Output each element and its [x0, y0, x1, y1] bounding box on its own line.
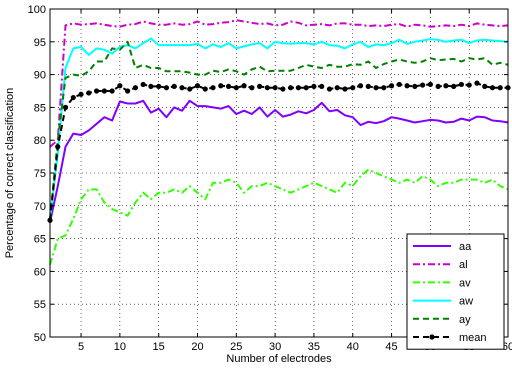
x-tick-label: 15	[153, 341, 165, 353]
x-tick-label: 45	[385, 341, 397, 353]
point-mean	[70, 94, 76, 101]
point-mean	[396, 81, 402, 88]
y-tick-label: 55	[34, 299, 46, 311]
point-mean	[202, 86, 208, 92]
legend-label-al: al	[459, 259, 468, 271]
point-mean	[93, 88, 100, 94]
point-mean	[194, 83, 201, 89]
x-tick-label: 35	[308, 341, 320, 353]
point-mean	[280, 86, 286, 92]
point-mean	[489, 85, 496, 91]
point-mean	[334, 85, 340, 91]
legend: aa al av aw ay mean	[406, 233, 505, 350]
point-mean	[412, 83, 418, 90]
legend-label-aw: aw	[459, 296, 473, 308]
y-tick-label: 65	[34, 234, 46, 246]
point-mean	[404, 83, 410, 89]
y-tick-label: 50	[34, 332, 46, 344]
point-mean	[117, 83, 123, 89]
point-mean	[140, 81, 146, 88]
point-mean	[427, 81, 433, 88]
point-mean	[125, 88, 131, 94]
point-mean	[171, 83, 177, 90]
legend-box	[406, 233, 505, 350]
y-tick-label: 100	[28, 4, 46, 16]
point-mean	[365, 83, 371, 90]
point-mean	[326, 86, 333, 92]
point-mean	[388, 83, 395, 89]
point-mean	[443, 83, 449, 89]
x-tick-label: 20	[191, 341, 203, 353]
point-mean	[303, 85, 309, 91]
point-mean	[62, 104, 69, 110]
series-line-aa	[49, 99, 509, 223]
y-tick-label: 80	[34, 135, 46, 147]
point-mean	[497, 85, 503, 91]
point-mean	[357, 83, 364, 89]
point-mean	[420, 82, 426, 88]
legend-label-ay: ay	[459, 314, 471, 326]
y-tick-label: 85	[34, 102, 46, 114]
legend-label-aa: aa	[459, 241, 472, 253]
point-mean	[148, 83, 154, 90]
y-tick-label: 95	[34, 37, 46, 49]
point-mean	[109, 88, 115, 94]
y-axis-label: Percentage of correct classification	[4, 88, 16, 259]
point-mean	[132, 85, 138, 91]
point-mean	[482, 83, 488, 90]
series-line-al	[49, 19, 509, 148]
legend-marker-mean	[429, 334, 435, 340]
point-mean	[435, 83, 441, 90]
point-mean	[350, 85, 356, 91]
point-mean	[210, 85, 216, 91]
x-tick-label: 60	[502, 341, 512, 353]
point-mean	[295, 85, 302, 91]
point-mean	[225, 83, 232, 90]
point-mean	[311, 83, 317, 90]
y-tick-label: 75	[34, 168, 46, 180]
point-mean	[187, 86, 193, 92]
legend-label-av: av	[459, 277, 471, 289]
point-mean	[179, 85, 185, 91]
point-mean	[272, 85, 278, 91]
series-lines	[47, 19, 511, 266]
point-mean	[466, 82, 472, 88]
series-line-ay	[49, 40, 509, 219]
x-tick-label: 10	[114, 341, 126, 353]
x-axis-label: Number of electrodes	[226, 353, 332, 365]
series-line-aw	[49, 37, 509, 220]
point-mean	[249, 85, 255, 91]
point-mean	[241, 83, 247, 89]
x-tick-label: 40	[347, 341, 359, 353]
x-tick-label: 25	[230, 341, 242, 353]
point-mean	[78, 91, 84, 97]
point-mean	[233, 85, 239, 91]
point-mean	[55, 144, 61, 150]
series-line-av	[49, 168, 509, 266]
point-mean	[288, 85, 294, 91]
y-tick-label: 60	[34, 266, 46, 278]
point-mean	[319, 83, 325, 90]
x-tick-label: 30	[269, 341, 281, 353]
y-tick-label: 70	[34, 201, 46, 213]
point-mean	[264, 85, 270, 91]
point-mean	[474, 80, 480, 86]
y-tick-label: 90	[34, 70, 46, 82]
point-mean	[458, 81, 465, 88]
point-mean	[156, 83, 162, 90]
axis-ticks: 5101520253035404550556050556065707580859…	[28, 4, 512, 353]
point-mean	[218, 83, 224, 89]
x-tick-label: 5	[78, 341, 84, 353]
point-mean	[451, 83, 457, 90]
legend-label-mean: mean	[459, 332, 487, 344]
point-mean	[101, 88, 107, 94]
point-mean	[86, 90, 92, 96]
point-mean	[373, 85, 379, 91]
point-mean	[163, 85, 170, 91]
point-mean	[342, 86, 348, 92]
point-mean	[381, 85, 387, 91]
point-mean	[256, 83, 263, 90]
